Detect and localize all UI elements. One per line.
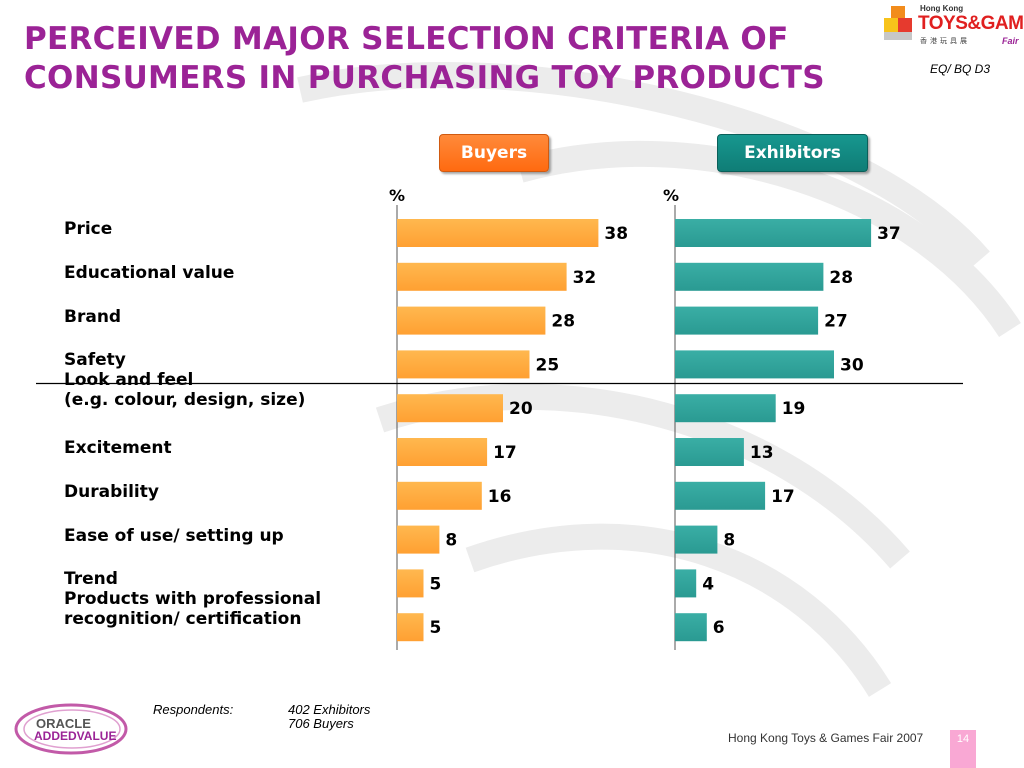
exhibitors-bar <box>675 219 872 247</box>
toy-blocks-icon <box>884 6 912 40</box>
exhibitors-value-label: 13 <box>750 443 774 463</box>
buyers-header: Buyers <box>439 134 549 172</box>
buyers-bar <box>397 438 488 466</box>
exhibitors-value-label: 19 <box>782 399 806 419</box>
buyers-bar <box>397 219 599 247</box>
buyers-bar <box>397 481 482 510</box>
exhibitors-value-label: 17 <box>771 487 795 507</box>
reference-code: EQ/ BQ D3 <box>930 62 991 76</box>
slide-title: PERCEIVED MAJOR SELECTION CRITERIA OF CO… <box>24 21 825 96</box>
exhibitors-bar <box>675 438 744 466</box>
exhibitors-bar <box>675 306 819 335</box>
exhibitors-value-label: 27 <box>824 312 848 332</box>
buyers-bar <box>397 306 546 335</box>
exhibitors-value-label: 6 <box>713 618 725 638</box>
respondents-values: 402 Exhibitors 706 Buyers <box>288 702 371 731</box>
exhibitors-value-label: 30 <box>840 355 864 375</box>
oracle-ellipse-icon <box>14 703 128 755</box>
buyers-value-label: 38 <box>604 224 628 244</box>
logo-hong-kong: Hong Kong <box>920 4 964 13</box>
category-label: Price <box>64 219 113 239</box>
exhibitors-bar <box>675 613 707 642</box>
buyers-value-label: 8 <box>445 531 457 551</box>
buyers-bar <box>397 262 567 291</box>
buyers-value-label: 16 <box>488 487 512 507</box>
category-label: Excitement <box>64 438 172 458</box>
category-label: Educational value <box>64 262 235 283</box>
respondents-label: Respondents: <box>153 702 234 717</box>
category-label: Safety <box>64 350 126 371</box>
category-label: Brand <box>64 306 122 327</box>
logo-brand: TOYS&GAMES <box>918 13 1024 34</box>
category-label: Products with professional recognition/ … <box>64 589 322 630</box>
toys-games-fair-logo: Hong Kong TOYS&GAMES 香港玩具展 Fair <box>882 4 1024 48</box>
exhibitors-bar <box>675 525 718 554</box>
exhibitors-unit-label: % <box>663 186 680 205</box>
buyers-value-label: 28 <box>551 312 575 332</box>
page-number: 14 <box>950 730 976 768</box>
exhibitors-bar <box>675 262 824 291</box>
category-label: Trend <box>64 569 118 590</box>
buyers-value-label: 17 <box>493 443 517 463</box>
buyers-bar <box>397 569 424 598</box>
logo-addedvalue-text: ADDEDVALUE <box>34 729 117 743</box>
logo-fair: Fair <box>1002 36 1019 46</box>
buyers-bar <box>397 613 424 642</box>
exhibitors-bar <box>675 481 766 510</box>
exhibitors-bar <box>675 569 697 598</box>
oracle-addedvalue-logo: ORACLE ADDEDVALUE <box>12 700 130 758</box>
exhibitors-header: Exhibitors <box>717 134 868 172</box>
exhibitors-value-label: 4 <box>702 574 714 594</box>
category-label: Look and feel (e.g. colour, design, size… <box>64 370 306 411</box>
exhibitors-value-label: 8 <box>723 531 735 551</box>
category-label: Durability <box>64 481 159 502</box>
buyers-bar <box>397 394 503 423</box>
exhibitors-bar <box>675 394 776 423</box>
buyers-unit-label: % <box>389 186 406 205</box>
exhibitors-value-label: 28 <box>829 268 853 288</box>
buyers-value-label: 5 <box>430 574 442 594</box>
exhibitors-bar <box>675 350 834 379</box>
buyers-value-label: 25 <box>536 355 560 375</box>
logo-oracle-text: ORACLE <box>36 716 91 731</box>
buyers-bar <box>397 350 530 379</box>
buyers-value-label: 5 <box>430 618 442 638</box>
footer-text: Hong Kong Toys & Games Fair 2007 <box>728 731 924 745</box>
buyers-value-label: 20 <box>509 399 533 419</box>
category-label: Ease of use/ setting up <box>64 525 284 546</box>
buyers-value-label: 32 <box>573 268 597 288</box>
exhibitors-value-label: 37 <box>877 224 901 244</box>
logo-chinese: 香港玩具展 <box>920 38 970 45</box>
buyers-bar <box>397 525 440 554</box>
